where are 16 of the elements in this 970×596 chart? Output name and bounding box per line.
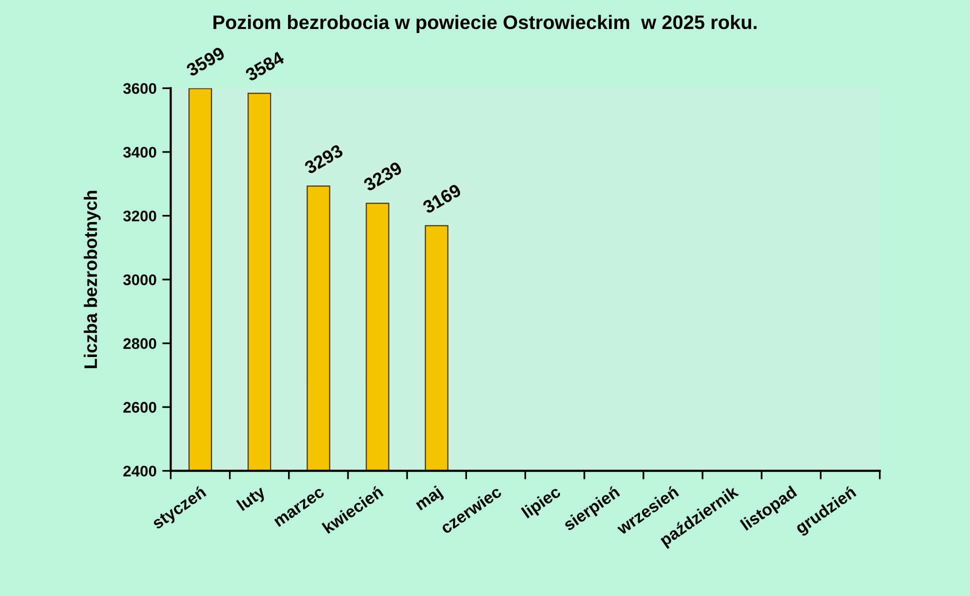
x-tick-label: luty bbox=[236, 484, 268, 514]
data-label: 3169 bbox=[422, 183, 462, 214]
y-tick-label: 2400 bbox=[123, 466, 156, 477]
y-tick-label: 3400 bbox=[123, 146, 156, 158]
data-label: 3293 bbox=[304, 144, 344, 174]
data-label: 3239 bbox=[362, 161, 403, 192]
chart-title: Poziom bezrobocia w powiecie Ostrowieckim w 2025 roku. bbox=[213, 14, 757, 34]
y-tick-label: 3600 bbox=[123, 83, 156, 94]
y-axis-title: Liczba bezrobotnych bbox=[84, 190, 101, 368]
data-label: 3584 bbox=[244, 50, 286, 82]
y-tick-label: 3000 bbox=[123, 274, 156, 286]
y-tick-label: 2600 bbox=[123, 402, 156, 413]
x-tick-label: maj bbox=[414, 485, 445, 514]
y-tick-label: 3200 bbox=[123, 210, 156, 222]
y-tick-label: 2800 bbox=[123, 338, 156, 349]
data-label: 3599 bbox=[185, 46, 226, 77]
